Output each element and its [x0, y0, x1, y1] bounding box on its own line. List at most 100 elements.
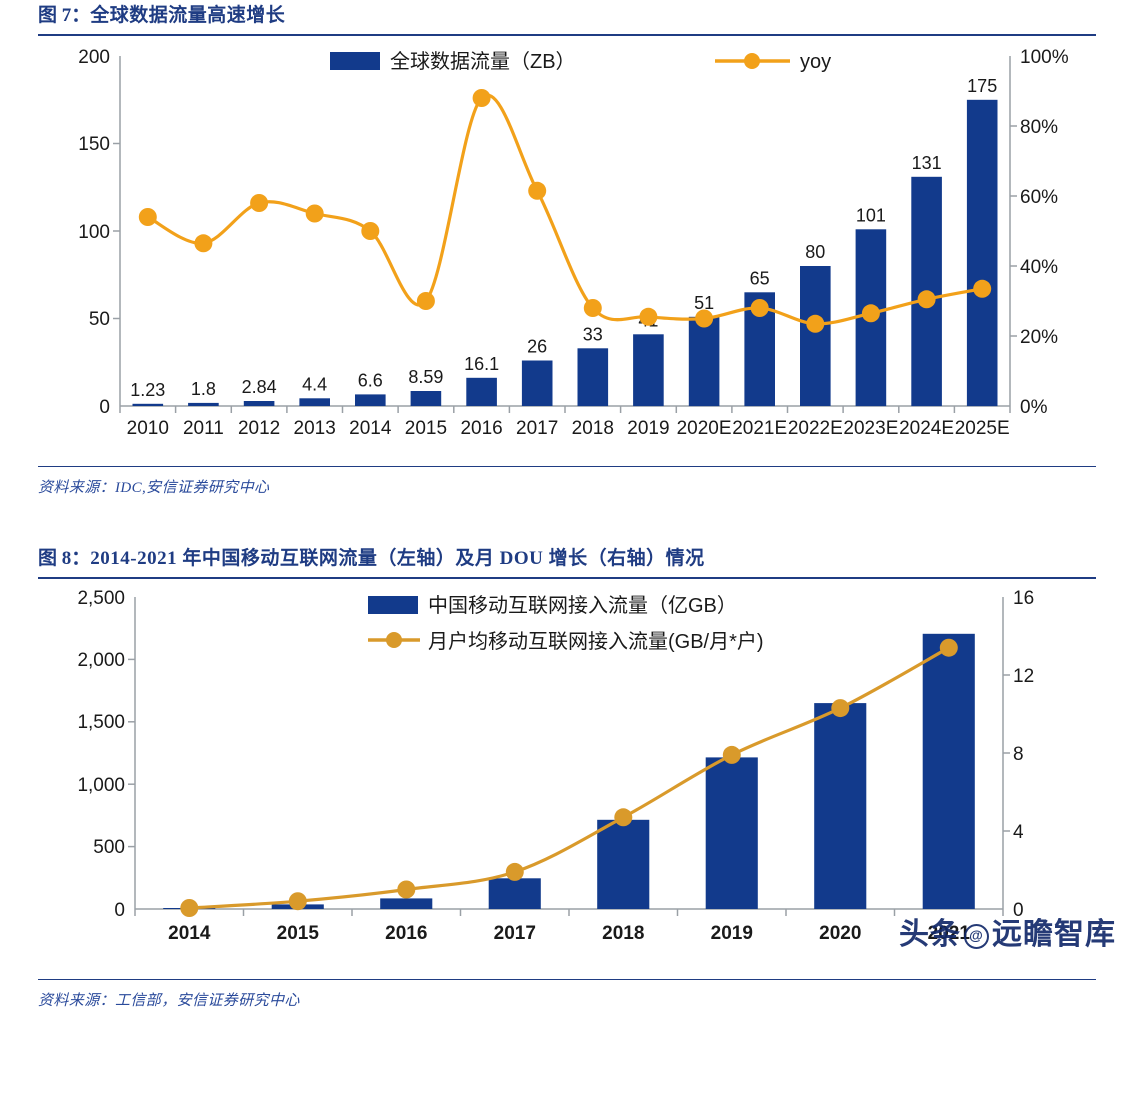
line-marker [528, 181, 547, 200]
left-tick-2000: 2,000 [77, 650, 125, 671]
bar-value-label: 33 [583, 324, 603, 344]
right-tick-16: 16 [1013, 588, 1034, 609]
left-tick-2500: 2,500 [77, 588, 125, 609]
x-axis-label: 2013 [294, 418, 336, 439]
bar-legend-swatch [330, 52, 380, 70]
bar [688, 316, 720, 407]
line-marker [583, 299, 602, 317]
figure-8-line-series [180, 638, 958, 917]
bar [521, 360, 553, 406]
bar-value-label: 101 [856, 205, 886, 225]
bar-legend-label: 全球数据流量（ZB） [390, 50, 576, 73]
left-tick-0: 0 [99, 397, 110, 418]
right-tick-20: 20% [1020, 327, 1058, 348]
bar [597, 819, 650, 909]
bar-value-label: 131 [912, 153, 942, 173]
bar-legend-label: 中国移动互联网接入流量（亿GB） [428, 594, 737, 617]
line-marker [416, 292, 435, 310]
x-axis-label: 2015 [277, 923, 320, 944]
bar-value-label: 51 [694, 293, 714, 313]
line-marker [917, 290, 936, 309]
bar [577, 348, 609, 407]
right-tick-8: 8 [1013, 744, 1024, 765]
bar [814, 703, 867, 909]
left-tick-0: 0 [114, 900, 125, 921]
x-axis-label: 2024E [899, 418, 954, 439]
figure-8-left-axis: 2,500 2,000 1,500 1,000 500 0 [77, 588, 136, 921]
right-tick-12: 12 [1013, 666, 1034, 687]
figure-8-plot: 2,500 2,000 1,500 1,000 500 0 16 12 8 [77, 588, 1034, 944]
figure-7-svg: 全球数据流量（ZB） yoy 200 150 100 50 0 [0, 36, 1124, 466]
x-axis-label: 2015 [405, 418, 447, 439]
x-axis-label: 2019 [711, 923, 753, 944]
figure-8-source-rule [38, 979, 1096, 980]
line-marker [614, 808, 633, 827]
bar [243, 401, 275, 406]
line-marker [722, 745, 741, 764]
figure-7-legend: 全球数据流量（ZB） yoy [330, 50, 831, 73]
bar [705, 757, 758, 909]
x-axis-label: 2016 [460, 418, 502, 439]
line-marker [750, 299, 769, 317]
figure-7-title: 图 7：全球数据流量高速增长 [0, 0, 1124, 34]
right-tick-0: 0 [1013, 900, 1024, 921]
x-axis-label: 2010 [127, 418, 169, 439]
bar-value-label: 4.4 [302, 374, 327, 394]
figure-7-right-axis: 100% 80% 60% 40% 20% 0% [1009, 47, 1069, 418]
right-tick-40: 40% [1020, 257, 1058, 278]
x-axis-label: 2025E [955, 418, 1010, 439]
x-axis-label: 2016 [385, 923, 427, 944]
line-marker [305, 204, 324, 223]
x-axis-label: 2023E [843, 418, 898, 439]
bar [410, 391, 442, 406]
x-axis-label: 2022E [788, 418, 843, 439]
line-marker [973, 279, 992, 298]
bar [355, 394, 386, 406]
line-marker [361, 222, 380, 240]
x-axis-label: 2017 [516, 418, 558, 439]
left-tick-1500: 1,500 [77, 712, 125, 733]
figure-8-legend: 中国移动互联网接入流量（亿GB） 月户均移动互联网接入流量(GB/月*户) [368, 594, 764, 653]
figure-8-title: 图 8：2014-2021 年中国移动互联网流量（左轴）及月 DOU 增长（右轴… [0, 543, 1124, 577]
x-axis-label: 2012 [238, 418, 280, 439]
figure-7-chart: 全球数据流量（ZB） yoy 200 150 100 50 0 [0, 36, 1124, 466]
bar-value-label: 8.59 [408, 367, 443, 387]
bar [132, 403, 164, 406]
line-legend-label: 月户均移动互联网接入流量(GB/月*户) [428, 630, 764, 653]
line-marker [861, 304, 880, 323]
x-axis-label: 2021E [732, 418, 787, 439]
bar-value-label: 175 [967, 76, 997, 96]
line-marker [505, 862, 524, 881]
figure-7-source: 资料来源：IDC,安信证券研究中心 [38, 480, 270, 496]
figure-8-block: 图 8：2014-2021 年中国移动互联网流量（左轴）及月 DOU 增长（右轴… [0, 543, 1124, 1010]
left-tick-500: 500 [93, 837, 125, 858]
line-marker [250, 194, 269, 212]
line-marker [288, 892, 307, 911]
line-marker [695, 309, 714, 328]
x-axis-label: 2020 [819, 923, 861, 944]
line-legend-marker [386, 632, 402, 648]
bar [922, 633, 975, 909]
bar [966, 99, 998, 407]
right-tick-0: 0% [1020, 397, 1048, 418]
figure-8-chart: 中国移动互联网接入流量（亿GB） 月户均移动互联网接入流量(GB/月*户) 2,… [0, 579, 1124, 979]
bar [488, 878, 541, 909]
left-tick-100: 100 [78, 222, 110, 243]
left-tick-150: 150 [78, 134, 110, 155]
left-tick-50: 50 [89, 309, 110, 330]
bar-value-label: 80 [805, 242, 825, 262]
figure-7-line-series [138, 89, 992, 333]
bar [299, 398, 330, 406]
right-tick-60: 60% [1020, 187, 1058, 208]
x-axis-label: 2018 [602, 923, 644, 944]
figure-7-block: 图 7：全球数据流量高速增长 全球数据流量（ZB） yoy 200 150 [0, 0, 1124, 497]
right-tick-100: 100% [1020, 47, 1069, 68]
right-tick-80: 80% [1020, 117, 1058, 138]
figure-8-label: 图 8： [38, 548, 91, 569]
figure-7-plot: 200 150 100 50 0 100% 80% 60% 40% 20% [78, 47, 1068, 439]
bar [466, 377, 497, 406]
figure-8-title-text: 2014-2021 年中国移动互联网流量（左轴）及月 DOU 增长（右轴）情况 [90, 548, 705, 569]
bar-value-label: 16.1 [464, 354, 499, 374]
figure-7-label: 图 7： [38, 5, 91, 26]
x-axis-label: 2018 [572, 418, 614, 439]
